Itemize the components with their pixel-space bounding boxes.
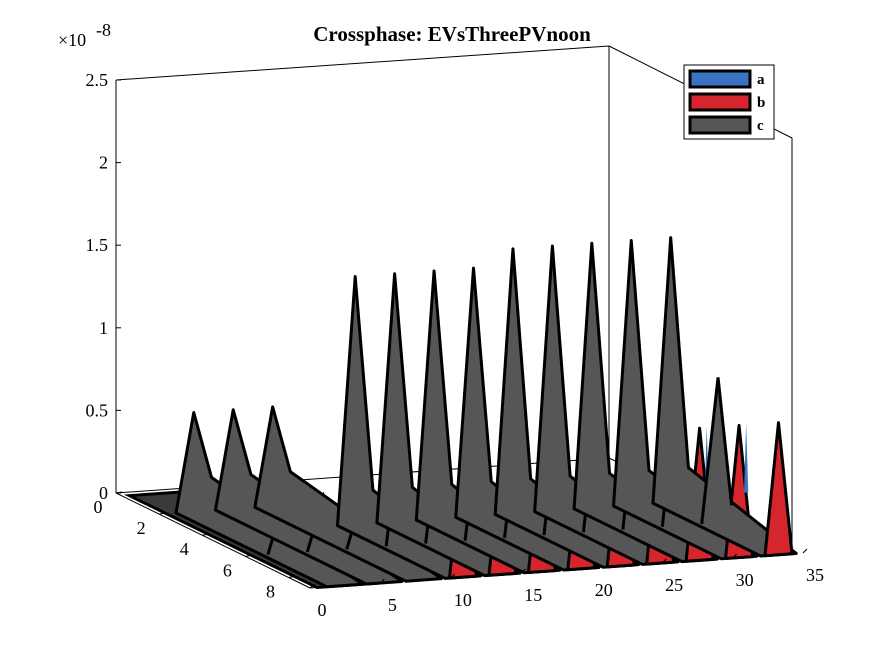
depth-tick-mark	[288, 575, 295, 578]
z-tick-label: 0.5	[86, 400, 109, 420]
x-axis-ticks: 0 5 10 15 20 25 30 35	[309, 548, 824, 620]
surface-plot	[123, 236, 798, 590]
legend-label-a: a	[757, 72, 765, 88]
x-tick-mark	[732, 553, 737, 559]
depth-axis-ticks: 0 2 4 6 8	[94, 491, 295, 601]
chart-title: Crossphase: EVsThreePVnoon	[313, 22, 591, 46]
z-tick-label: 2.5	[86, 70, 109, 90]
z-tick-label: 1	[99, 318, 108, 338]
x-tick-mark	[661, 558, 667, 564]
z-tick-label: 1.5	[86, 235, 109, 255]
ridge-c-fold	[700, 377, 734, 525]
box-top-back-edge	[115, 45, 610, 81]
z-multiplier-exponent: -8	[96, 20, 111, 40]
z-axis-ticks: 0 0.5 1 1.5 2 2.5	[86, 70, 121, 503]
ridge-a	[744, 423, 749, 493]
x-tick-label: 15	[524, 585, 542, 605]
z-tick-label: 0	[99, 483, 108, 503]
legend: a b c	[683, 64, 775, 140]
x-tick-label: 25	[665, 575, 683, 595]
x-tick-mark	[380, 578, 385, 584]
x-tick-mark	[309, 583, 315, 589]
x-tick-label: 10	[454, 590, 472, 610]
z-multiplier-base: ×10	[58, 30, 86, 50]
depth-tick-mark	[202, 533, 209, 536]
ridge-c	[651, 236, 798, 558]
z-tick-label: 2	[99, 153, 108, 173]
depth-tick-mark	[115, 491, 123, 494]
depth-tick-mark	[159, 512, 166, 515]
depth-axis-line	[115, 492, 311, 589]
depth-tick-mark	[245, 554, 252, 557]
x-tick-label: 30	[736, 570, 754, 590]
legend-swatch-b	[688, 92, 752, 112]
legend-swatch-c	[688, 115, 752, 135]
x-tick-mark	[450, 573, 456, 579]
legend-swatch-a	[688, 69, 752, 89]
depth-tick-label: 2	[137, 518, 146, 538]
x-tick-mark	[520, 568, 526, 574]
x-tick-label: 0	[318, 600, 327, 620]
x-tick-mark	[591, 563, 597, 569]
legend-label-c: c	[757, 118, 764, 134]
depth-tick-label: 6	[223, 560, 232, 580]
x-tick-label: 35	[806, 565, 824, 585]
legend-label-b: b	[757, 95, 765, 111]
x-tick-label: 20	[595, 580, 613, 600]
x-tick-mark	[802, 548, 808, 554]
depth-tick-label: 8	[266, 581, 275, 601]
x-tick-label: 5	[388, 595, 397, 615]
depth-tick-label: 4	[180, 539, 189, 559]
ridge-b	[763, 421, 794, 558]
depth-tick-label: 0	[94, 497, 103, 517]
